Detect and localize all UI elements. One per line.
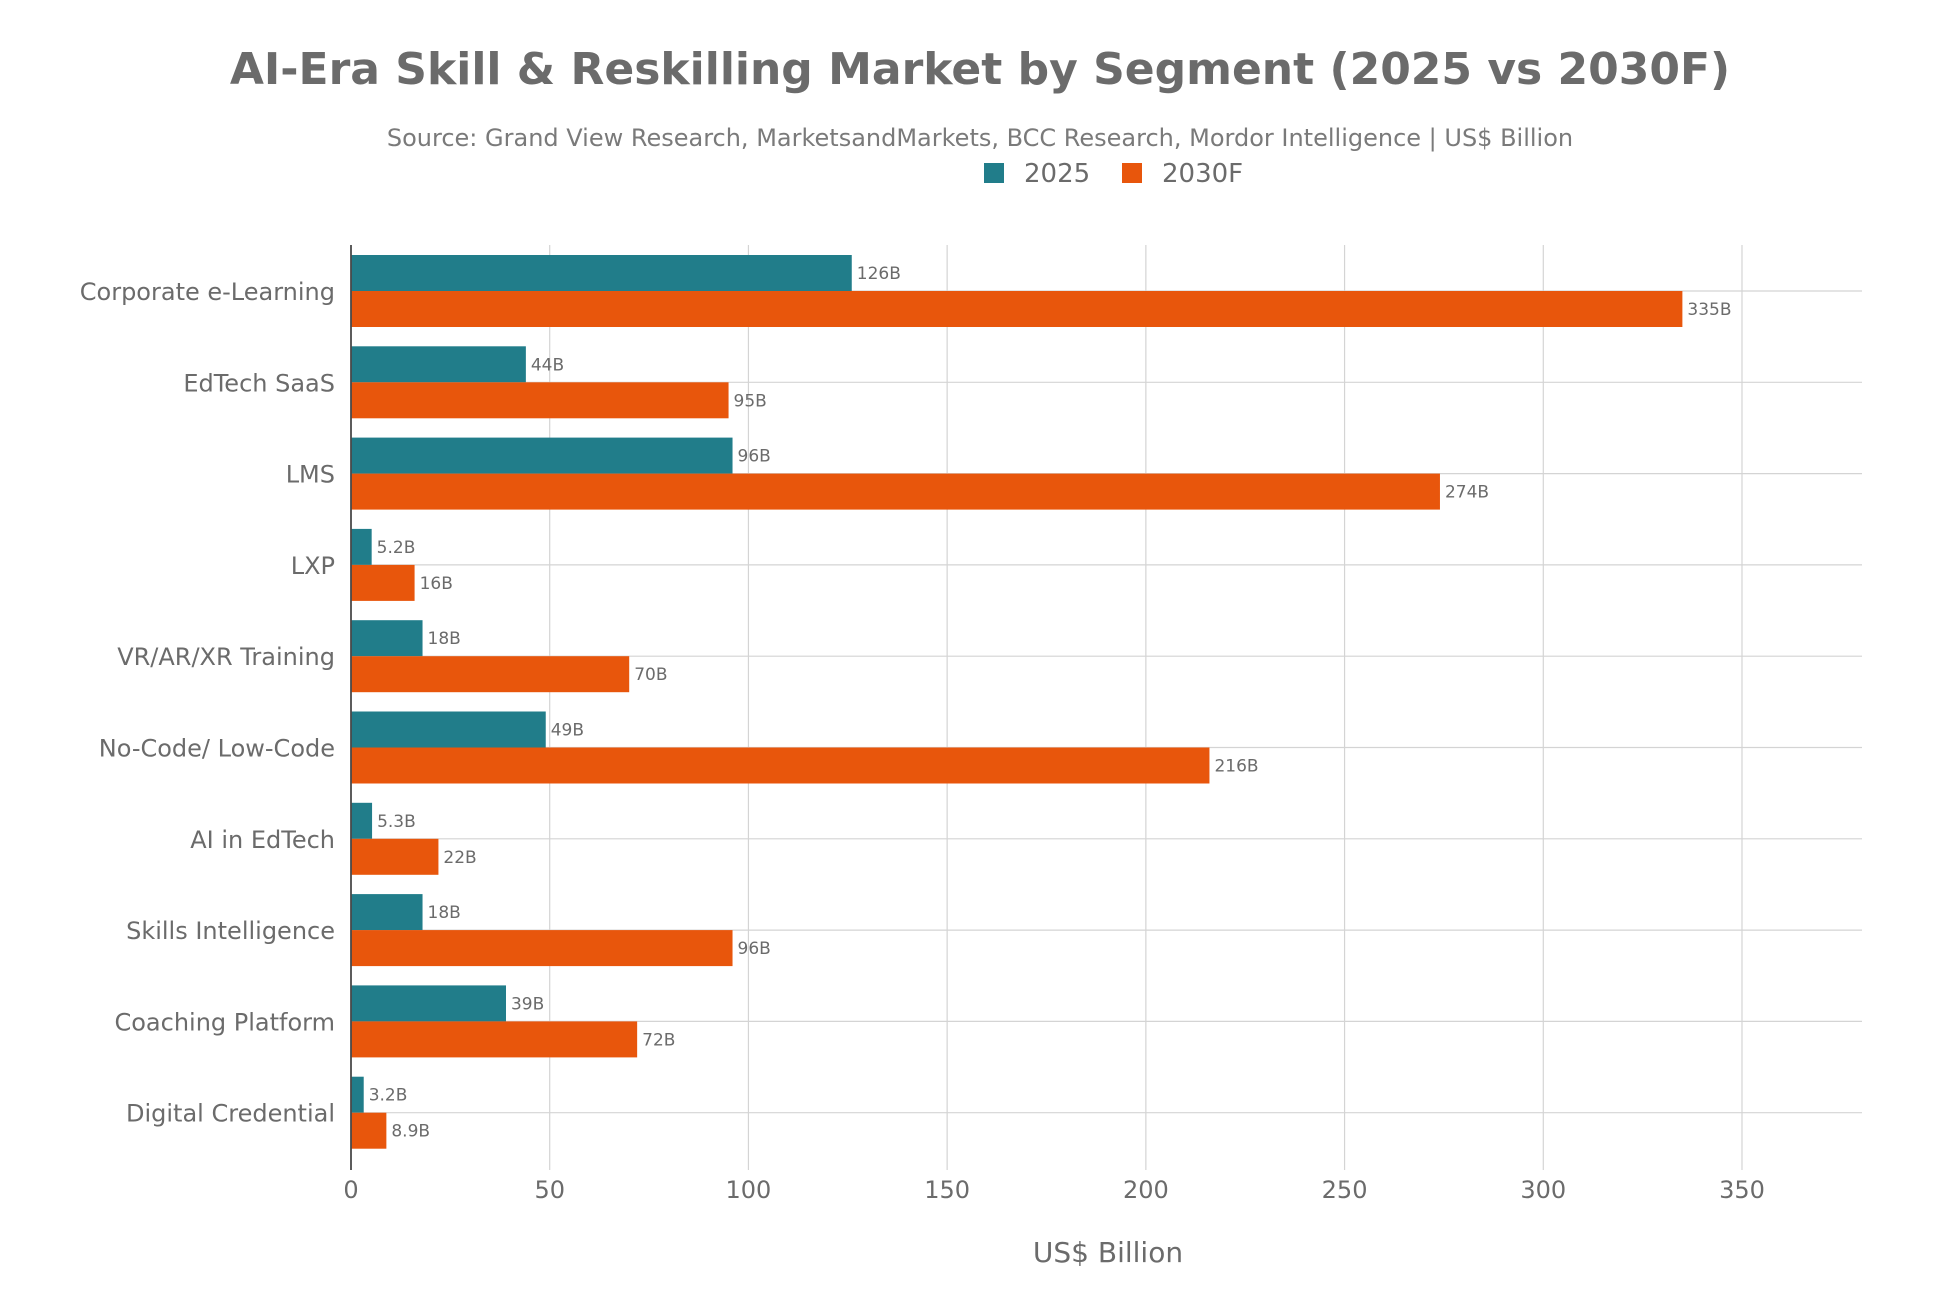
bar-2025-3 — [351, 528, 372, 565]
category-label-7: Skills Intelligence — [126, 917, 335, 945]
bar-2025-7 — [351, 894, 423, 931]
data-label-2030f-5: 216B — [1214, 757, 1258, 777]
data-label-2030f-2: 274B — [1445, 483, 1489, 503]
bars — [351, 255, 1683, 1149]
category-label-4: VR/AR/XR Training — [117, 643, 335, 671]
legend-swatch-2030f — [1122, 163, 1142, 183]
category-label-5: No-Code/ Low-Code — [99, 735, 335, 763]
data-label-2025-8: 39B — [511, 994, 544, 1014]
legend-swatch-2025 — [984, 163, 1004, 183]
bar-2025-5 — [351, 711, 546, 748]
data-label-2025-6: 5.3B — [377, 812, 416, 832]
data-label-2030f-7: 96B — [738, 939, 771, 959]
data-label-2030f-3: 16B — [420, 574, 453, 594]
category-labels: Corporate e-Learning EdTech SaaS LMS LXP VR/… — [80, 278, 335, 1128]
category-label-6: AI in EdTech — [190, 826, 335, 854]
bar-2025-2 — [351, 437, 733, 474]
bar-2030f-1 — [351, 382, 729, 419]
x-tick-label-50: 50 — [534, 1176, 565, 1204]
bar-2030f-3 — [351, 564, 415, 601]
bar-2025-9 — [351, 1076, 364, 1113]
category-label-1: EdTech SaaS — [183, 369, 335, 397]
bar-2030f-5 — [351, 747, 1210, 784]
data-label-2025-9: 3.2B — [369, 1086, 408, 1106]
chart-subtitle: Source: Grand View Research, MarketsandM… — [387, 124, 1573, 152]
data-label-2030f-0: 335B — [1687, 300, 1731, 320]
bar-2025-8 — [351, 985, 506, 1022]
data-label-2030f-8: 72B — [642, 1030, 675, 1050]
x-tick-label-350: 350 — [1719, 1176, 1765, 1204]
data-label-2025-0: 126B — [857, 264, 901, 284]
bar-2025-0 — [351, 255, 852, 291]
x-tick-label-150: 150 — [924, 1176, 970, 1204]
x-tick-label-0: 0 — [343, 1176, 358, 1204]
bar-2030f-2 — [351, 473, 1440, 510]
bar-2025-4 — [351, 620, 423, 657]
category-label-8: Coaching Platform — [114, 1008, 335, 1036]
data-label-2025-5: 49B — [551, 721, 584, 741]
data-label-2025-3: 5.2B — [377, 538, 416, 558]
bar-2025-6 — [351, 802, 373, 839]
bar-2030f-6 — [351, 838, 439, 875]
legend-label-2030f: 2030F — [1162, 159, 1243, 189]
data-label-2025-2: 96B — [738, 447, 771, 467]
data-label-2030f-4: 70B — [634, 665, 667, 685]
x-tick-label-200: 200 — [1123, 1176, 1169, 1204]
legend: 2025 2030F — [984, 159, 1243, 189]
data-label-2030f-9: 8.9B — [391, 1122, 430, 1142]
x-tick-label-100: 100 — [726, 1176, 772, 1204]
data-label-2025-4: 18B — [428, 629, 461, 649]
x-tick-label-250: 250 — [1322, 1176, 1368, 1204]
data-label-2025-1: 44B — [531, 355, 564, 375]
category-label-9: Digital Credential — [126, 1100, 335, 1128]
bar-2030f-8 — [351, 1021, 638, 1058]
x-tick-labels: 0 50 100 150 200 250 300 350 — [343, 1176, 1765, 1204]
chart-title: AI-Era Skill & Reskilling Market by Segm… — [230, 44, 1730, 95]
bar-2030f-4 — [351, 656, 630, 693]
category-label-3: LXP — [291, 552, 335, 580]
category-label-2: LMS — [286, 461, 335, 489]
bar-2030f-7 — [351, 930, 733, 967]
bar-2030f-0 — [351, 291, 1683, 327]
bar-2030f-9 — [351, 1112, 387, 1149]
x-tick-label-300: 300 — [1520, 1176, 1566, 1204]
bar-2025-1 — [351, 346, 526, 383]
data-label-2030f-1: 95B — [734, 391, 767, 411]
x-axis-title: US$ Billion — [1033, 1236, 1183, 1269]
legend-label-2025: 2025 — [1024, 159, 1090, 189]
data-label-2030f-6: 22B — [443, 848, 476, 868]
data-label-2025-7: 18B — [428, 903, 461, 923]
category-label-0: Corporate e-Learning — [80, 278, 335, 306]
